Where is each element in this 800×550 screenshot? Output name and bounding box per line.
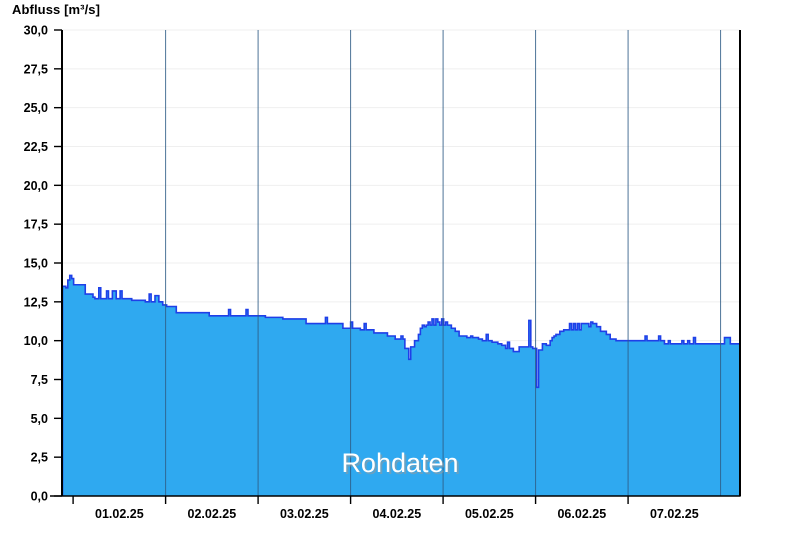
x-axis-tick-labels: 01.02.25 02.02.25 03.02.25 04.02.25 05.02.25…	[72, 496, 699, 521]
y-tick-label: 22,5	[24, 140, 48, 154]
x-tick-label: 06.02.25	[557, 507, 606, 521]
day-boundary-gridlines	[165, 30, 722, 496]
area-fill	[62, 275, 740, 496]
y-tick-label: 0,0	[31, 490, 48, 504]
y-tick-label: 2,5	[31, 451, 48, 465]
watermark-label: Rohdaten	[341, 448, 458, 478]
y-tick-label: 5,0	[31, 412, 48, 426]
series-outline	[62, 274, 740, 389]
y-tick-label: 27,5	[24, 62, 48, 76]
y-tick-label: 7,5	[31, 373, 48, 387]
y-tick-label: 17,5	[24, 218, 48, 232]
watermark-shadow-text: Rohdaten	[343, 450, 460, 480]
y-tick-label: 25,0	[24, 101, 48, 115]
x-tick-label: 01.02.25	[95, 507, 144, 521]
x-tick-label: 05.02.25	[465, 507, 514, 521]
x-tick-label: 02.02.25	[188, 507, 237, 521]
y-tick-label: 20,0	[24, 179, 48, 193]
chart-title: Abfluss [m³/s]	[12, 2, 101, 17]
y-tick-label: 30,0	[24, 24, 48, 38]
x-tick-label: 07.02.25	[650, 507, 699, 521]
x-tick-label: 04.02.25	[373, 507, 422, 521]
y-axis-tick-labels: 30,0 27,5 25,0 22,5 20,0 17,5 15,0 12,5 10,0 7,5 5…	[24, 24, 62, 504]
y-tick-label: 15,0	[24, 257, 48, 271]
y-tick-label: 12,5	[24, 295, 48, 309]
y-tick-label: 10,0	[24, 334, 48, 348]
x-tick-label: 03.02.25	[280, 507, 329, 521]
